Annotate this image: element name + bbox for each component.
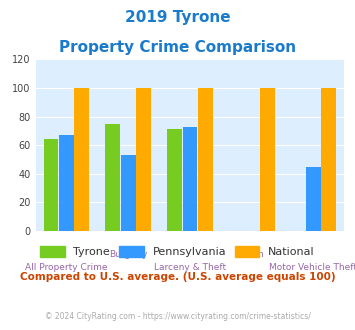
Bar: [198, 88, 213, 231]
Text: © 2024 CityRating.com - https://www.cityrating.com/crime-statistics/: © 2024 CityRating.com - https://www.city…: [45, 312, 310, 321]
Text: Motor Vehicle Theft: Motor Vehicle Theft: [269, 263, 355, 272]
Text: Arson: Arson: [239, 250, 264, 259]
Bar: [75, 88, 89, 231]
Bar: [322, 88, 336, 231]
Bar: [182, 127, 197, 231]
Text: All Property Crime: All Property Crime: [25, 263, 108, 272]
Text: Burglary: Burglary: [109, 250, 147, 259]
Bar: [136, 88, 151, 231]
Text: Larceny & Theft: Larceny & Theft: [154, 263, 226, 272]
Legend: Tyrone, Pennsylvania, National: Tyrone, Pennsylvania, National: [36, 242, 320, 262]
Bar: [306, 167, 321, 231]
Bar: [105, 124, 120, 231]
Text: Property Crime Comparison: Property Crime Comparison: [59, 40, 296, 54]
Text: Compared to U.S. average. (U.S. average equals 100): Compared to U.S. average. (U.S. average …: [20, 272, 335, 282]
Bar: [44, 140, 58, 231]
Bar: [167, 129, 182, 231]
Bar: [121, 155, 136, 231]
Text: 2019 Tyrone: 2019 Tyrone: [125, 10, 230, 25]
Bar: [59, 135, 74, 231]
Bar: [260, 88, 274, 231]
